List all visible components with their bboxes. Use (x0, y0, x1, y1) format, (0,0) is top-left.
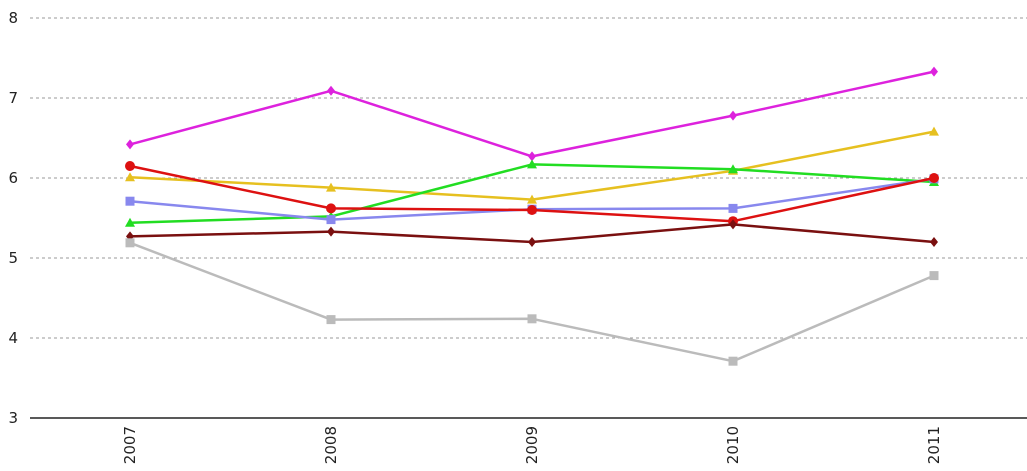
x-axis-tick-labels: 2007 2008 2009 2010 2011 (121, 426, 943, 464)
series-7-point-2008 (326, 315, 336, 325)
series-7 (125, 238, 939, 366)
series-1 (126, 66, 938, 162)
series-6-point-2011 (930, 237, 938, 247)
series-2-point-2008 (326, 182, 336, 192)
series-4-point-2008 (326, 215, 336, 225)
series-3 (125, 159, 939, 227)
x-tick-label-2008: 2008 (322, 426, 340, 464)
y-axis-tick-labels: 3 4 5 6 7 8 (8, 9, 18, 427)
series-4-point-2007 (125, 196, 135, 206)
series-1-point-2011 (930, 66, 938, 77)
series-lines (125, 66, 939, 366)
series-4-point-2010 (728, 203, 738, 213)
x-tick-label-2010: 2010 (724, 426, 742, 464)
x-tick-label-2007: 2007 (121, 426, 139, 464)
y-tick-label-5: 5 (8, 249, 18, 267)
series-5-point-2007 (125, 161, 135, 171)
series-1-line (129, 70, 935, 158)
series-7-line (129, 241, 935, 363)
y-tick-label-6: 6 (8, 169, 18, 187)
series-6-point-2008 (327, 226, 335, 237)
series-3-point-2010 (728, 164, 738, 174)
series-1-point-2010 (729, 110, 737, 121)
series-1-point-2009 (528, 151, 536, 162)
series-5-point-2009 (527, 205, 537, 215)
series-7-point-2010 (728, 356, 738, 366)
y-tick-label-7: 7 (8, 89, 18, 107)
series-3-point-2009 (527, 159, 537, 169)
x-tick-label-2011: 2011 (925, 426, 943, 464)
series-5-point-2008 (326, 203, 336, 214)
series-7-point-2007 (125, 238, 135, 248)
y-tick-label-8: 8 (8, 9, 18, 27)
series-1-point-2008 (327, 85, 335, 96)
series-6-point-2010 (729, 219, 737, 230)
series-2-point-2009 (527, 194, 537, 204)
x-tick-label-2009: 2009 (523, 426, 541, 464)
series-5-point-2011 (929, 173, 939, 183)
series-1-point-2007 (126, 139, 134, 150)
series-6-point-2009 (528, 237, 536, 247)
series-2-point-2007 (125, 172, 135, 182)
series-6 (126, 219, 938, 247)
series-7-point-2011 (929, 271, 939, 281)
y-tick-label-4: 4 (8, 329, 18, 347)
series-2-point-2011 (929, 126, 939, 136)
y-tick-label-3: 3 (8, 409, 18, 427)
series-5 (125, 161, 939, 227)
series-3-point-2007 (125, 217, 135, 227)
series-7-point-2009 (527, 314, 537, 324)
